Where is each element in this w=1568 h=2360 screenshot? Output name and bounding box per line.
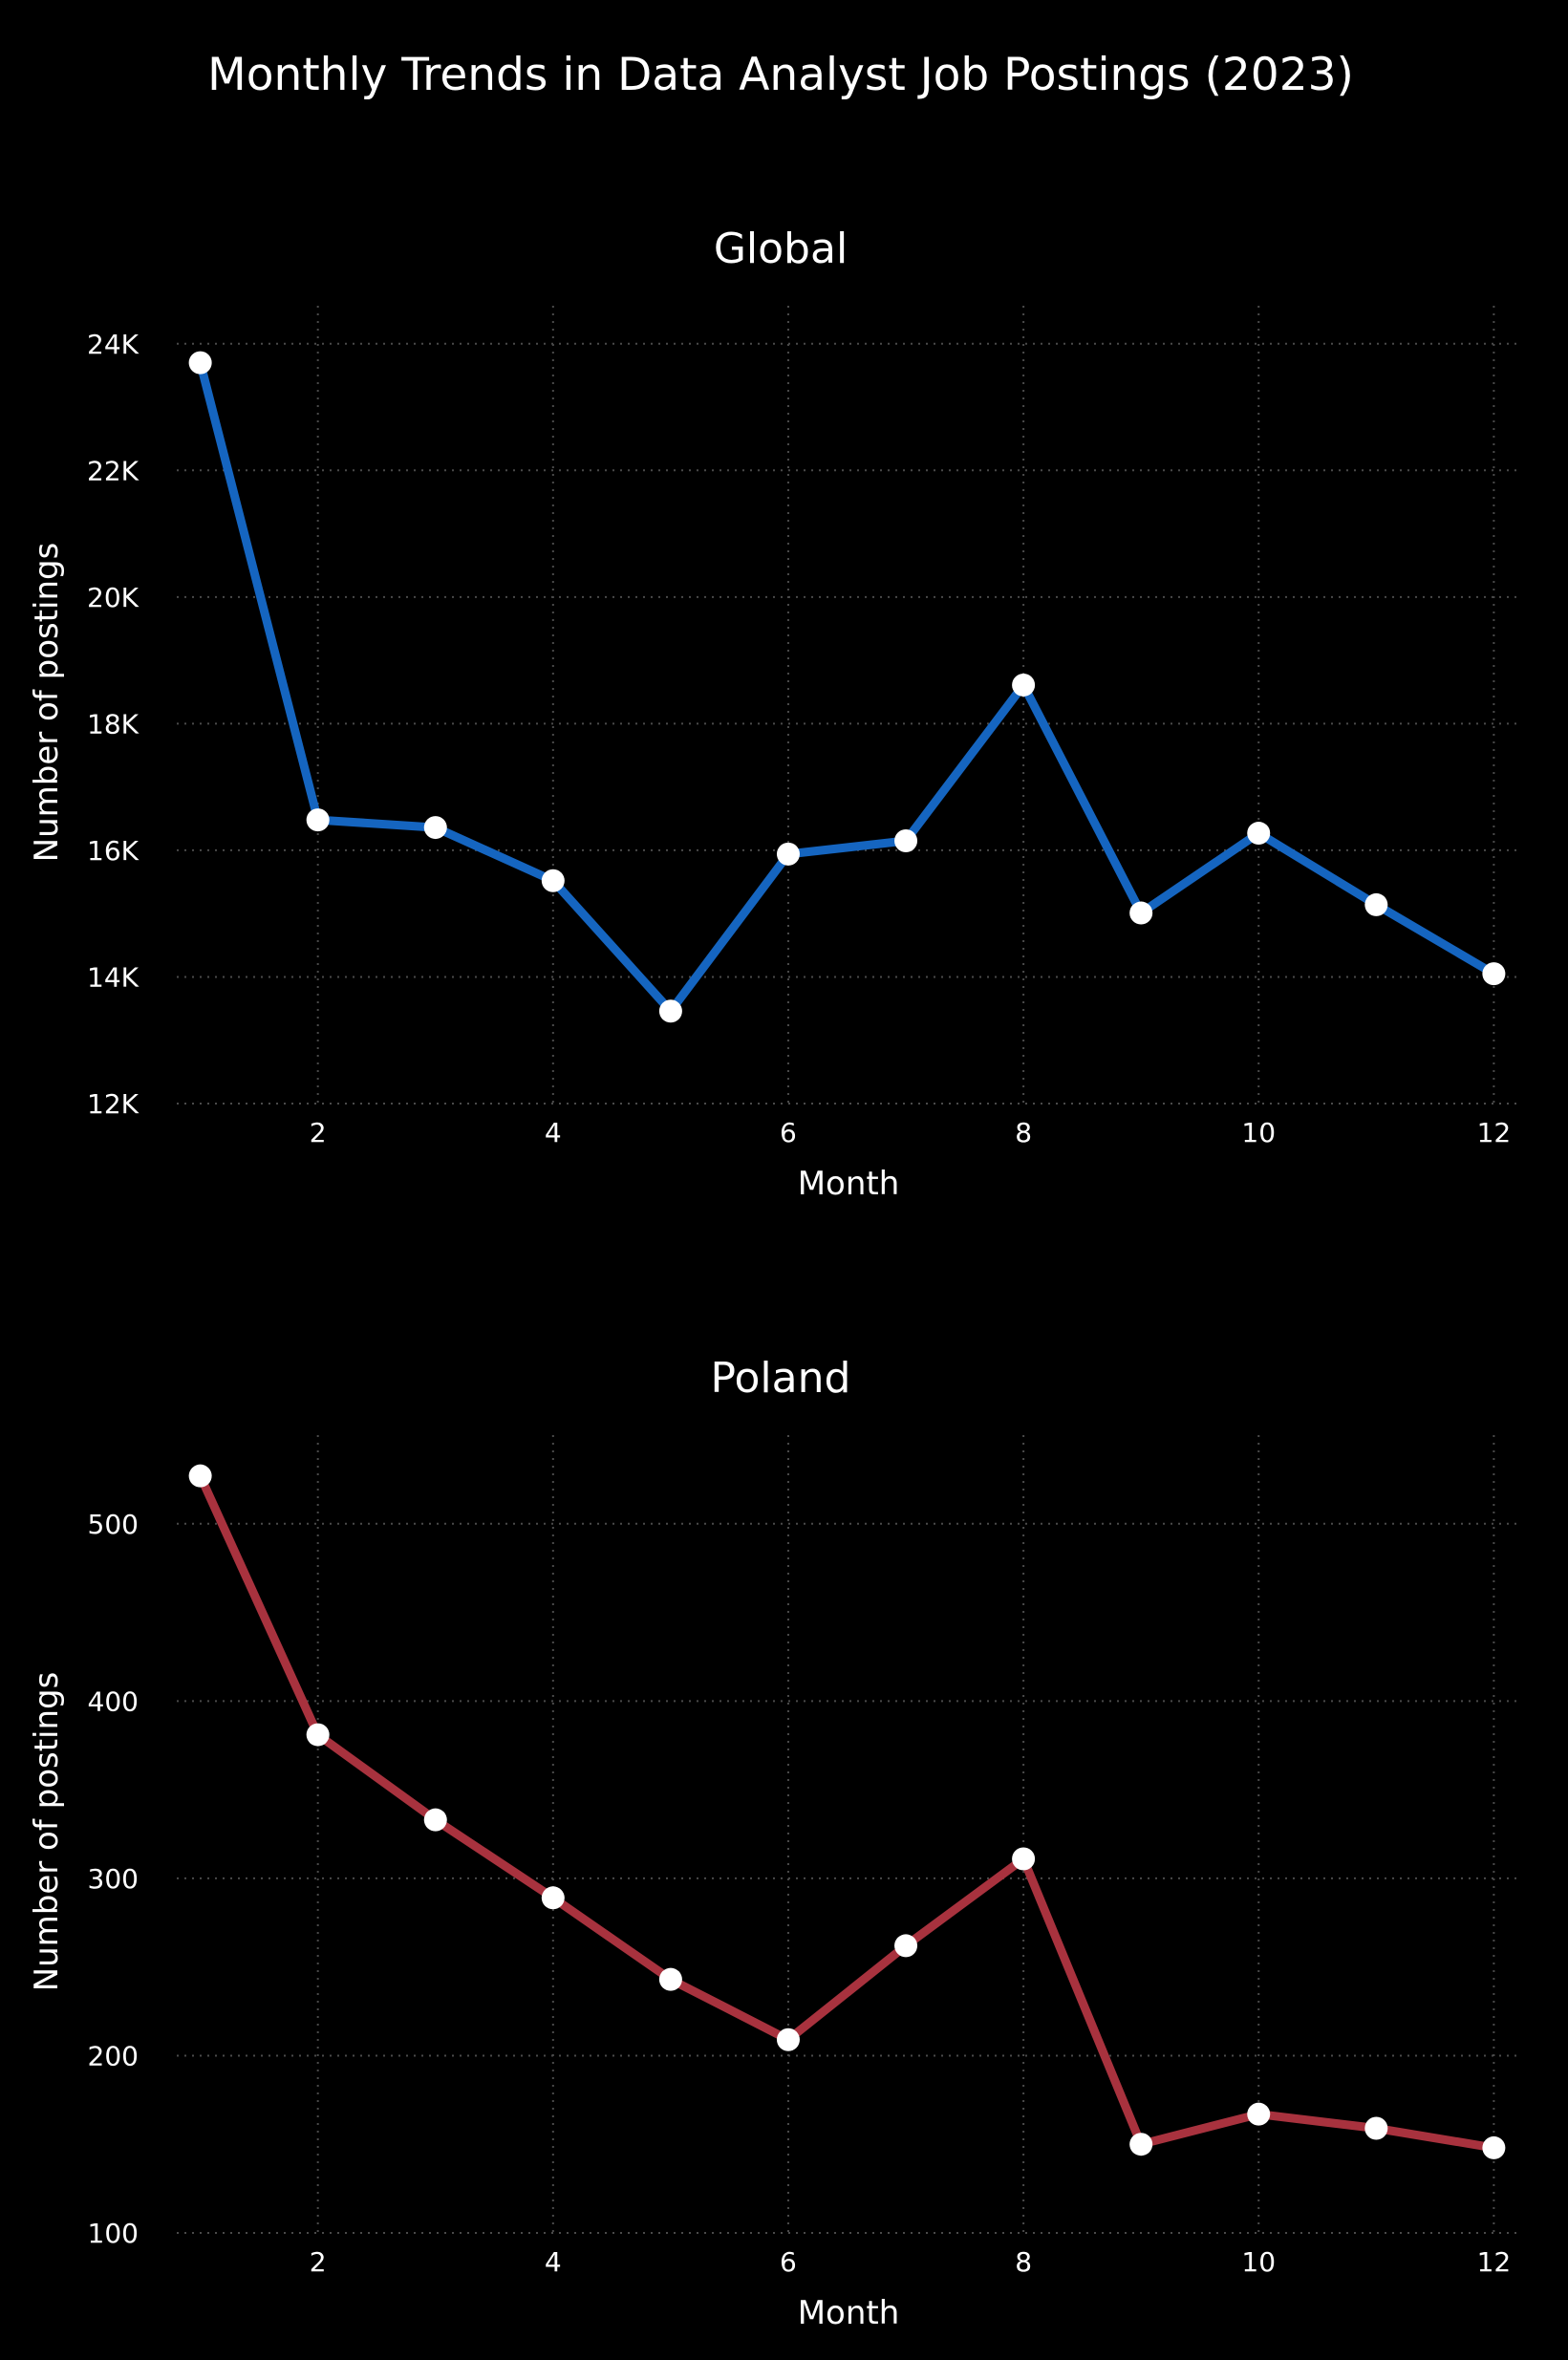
poland-data-point	[776, 2027, 800, 2051]
poland-data-point	[1247, 2102, 1271, 2126]
poland-data-point	[894, 1934, 918, 1958]
global-data-point	[423, 816, 447, 840]
poland-series-line	[196, 1471, 1498, 2153]
poland-panel: Poland Month Number of postings 2 4 6 8 10 12…	[28, 1354, 1517, 2332]
global-data-point	[1482, 962, 1506, 986]
global-panel: Global Month Number of postings 2 4 6 8 10 12…	[28, 225, 1517, 1203]
poland-data-point	[1364, 2116, 1388, 2140]
global-y-tick-label: 14K	[87, 961, 140, 993]
poland-x-tick-label: 8	[1015, 2246, 1032, 2278]
poland-y-tick-label: 200	[88, 2040, 139, 2071]
poland-data-point	[188, 1464, 212, 1488]
global-x-tick-label: 2	[310, 1117, 327, 1148]
poland-x-axis-label: Month	[798, 2294, 900, 2332]
global-y-tick-label: 12K	[87, 1088, 140, 1120]
poland-data-point	[541, 1886, 565, 1910]
global-data-point	[1247, 822, 1271, 846]
poland-y-axis-label: Number of postings	[28, 1672, 66, 1992]
global-y-tick-label: 18K	[87, 708, 140, 740]
poland-x-tick-label: 2	[310, 2246, 327, 2278]
poland-y-tick-label: 100	[88, 2218, 139, 2249]
global-x-tick-label: 4	[545, 1117, 562, 1148]
poland-data-point	[1482, 2135, 1506, 2159]
global-y-tick-label: 24K	[87, 329, 140, 360]
poland-data-point	[658, 1967, 682, 1991]
global-series-line	[196, 358, 1498, 1016]
global-data-point	[541, 869, 565, 892]
global-data-point	[1364, 892, 1388, 916]
poland-data-point	[423, 1808, 447, 1832]
global-y-tick-label: 22K	[87, 455, 140, 486]
global-x-axis-label: Month	[798, 1165, 900, 1203]
poland-y-tick-label: 400	[88, 1685, 139, 1717]
global-data-point	[188, 351, 212, 375]
poland-y-tick-label: 300	[88, 1863, 139, 1895]
global-y-tick-label: 20K	[87, 582, 140, 613]
global-data-point	[776, 842, 800, 866]
global-data-point	[894, 828, 918, 852]
global-data-point	[306, 808, 330, 832]
global-y-axis-label: Number of postings	[28, 543, 66, 863]
poland-y-tick-label: 500	[88, 1509, 139, 1540]
poland-data-point	[306, 1723, 330, 1747]
global-data-point	[658, 999, 682, 1023]
global-x-tick-label: 12	[1477, 1117, 1512, 1148]
global-panel-title: Global	[714, 225, 848, 273]
figure-title: Monthly Trends in Data Analyst Job Posti…	[207, 49, 1354, 101]
global-y-tick-label: 16K	[87, 835, 140, 867]
poland-x-tick-label: 10	[1241, 2246, 1276, 2278]
poland-x-tick-label: 6	[780, 2246, 797, 2278]
poland-data-point	[1129, 2133, 1153, 2156]
global-data-point	[1012, 673, 1036, 697]
global-x-tick-label: 10	[1241, 1117, 1276, 1148]
global-data-point	[1129, 901, 1153, 925]
poland-panel-title: Poland	[711, 1354, 851, 1403]
poland-x-tick-label: 4	[545, 2246, 562, 2278]
global-x-tick-label: 8	[1015, 1117, 1032, 1148]
global-x-tick-label: 6	[780, 1117, 797, 1148]
poland-data-point	[1012, 1847, 1036, 1871]
poland-x-tick-label: 12	[1477, 2246, 1512, 2278]
